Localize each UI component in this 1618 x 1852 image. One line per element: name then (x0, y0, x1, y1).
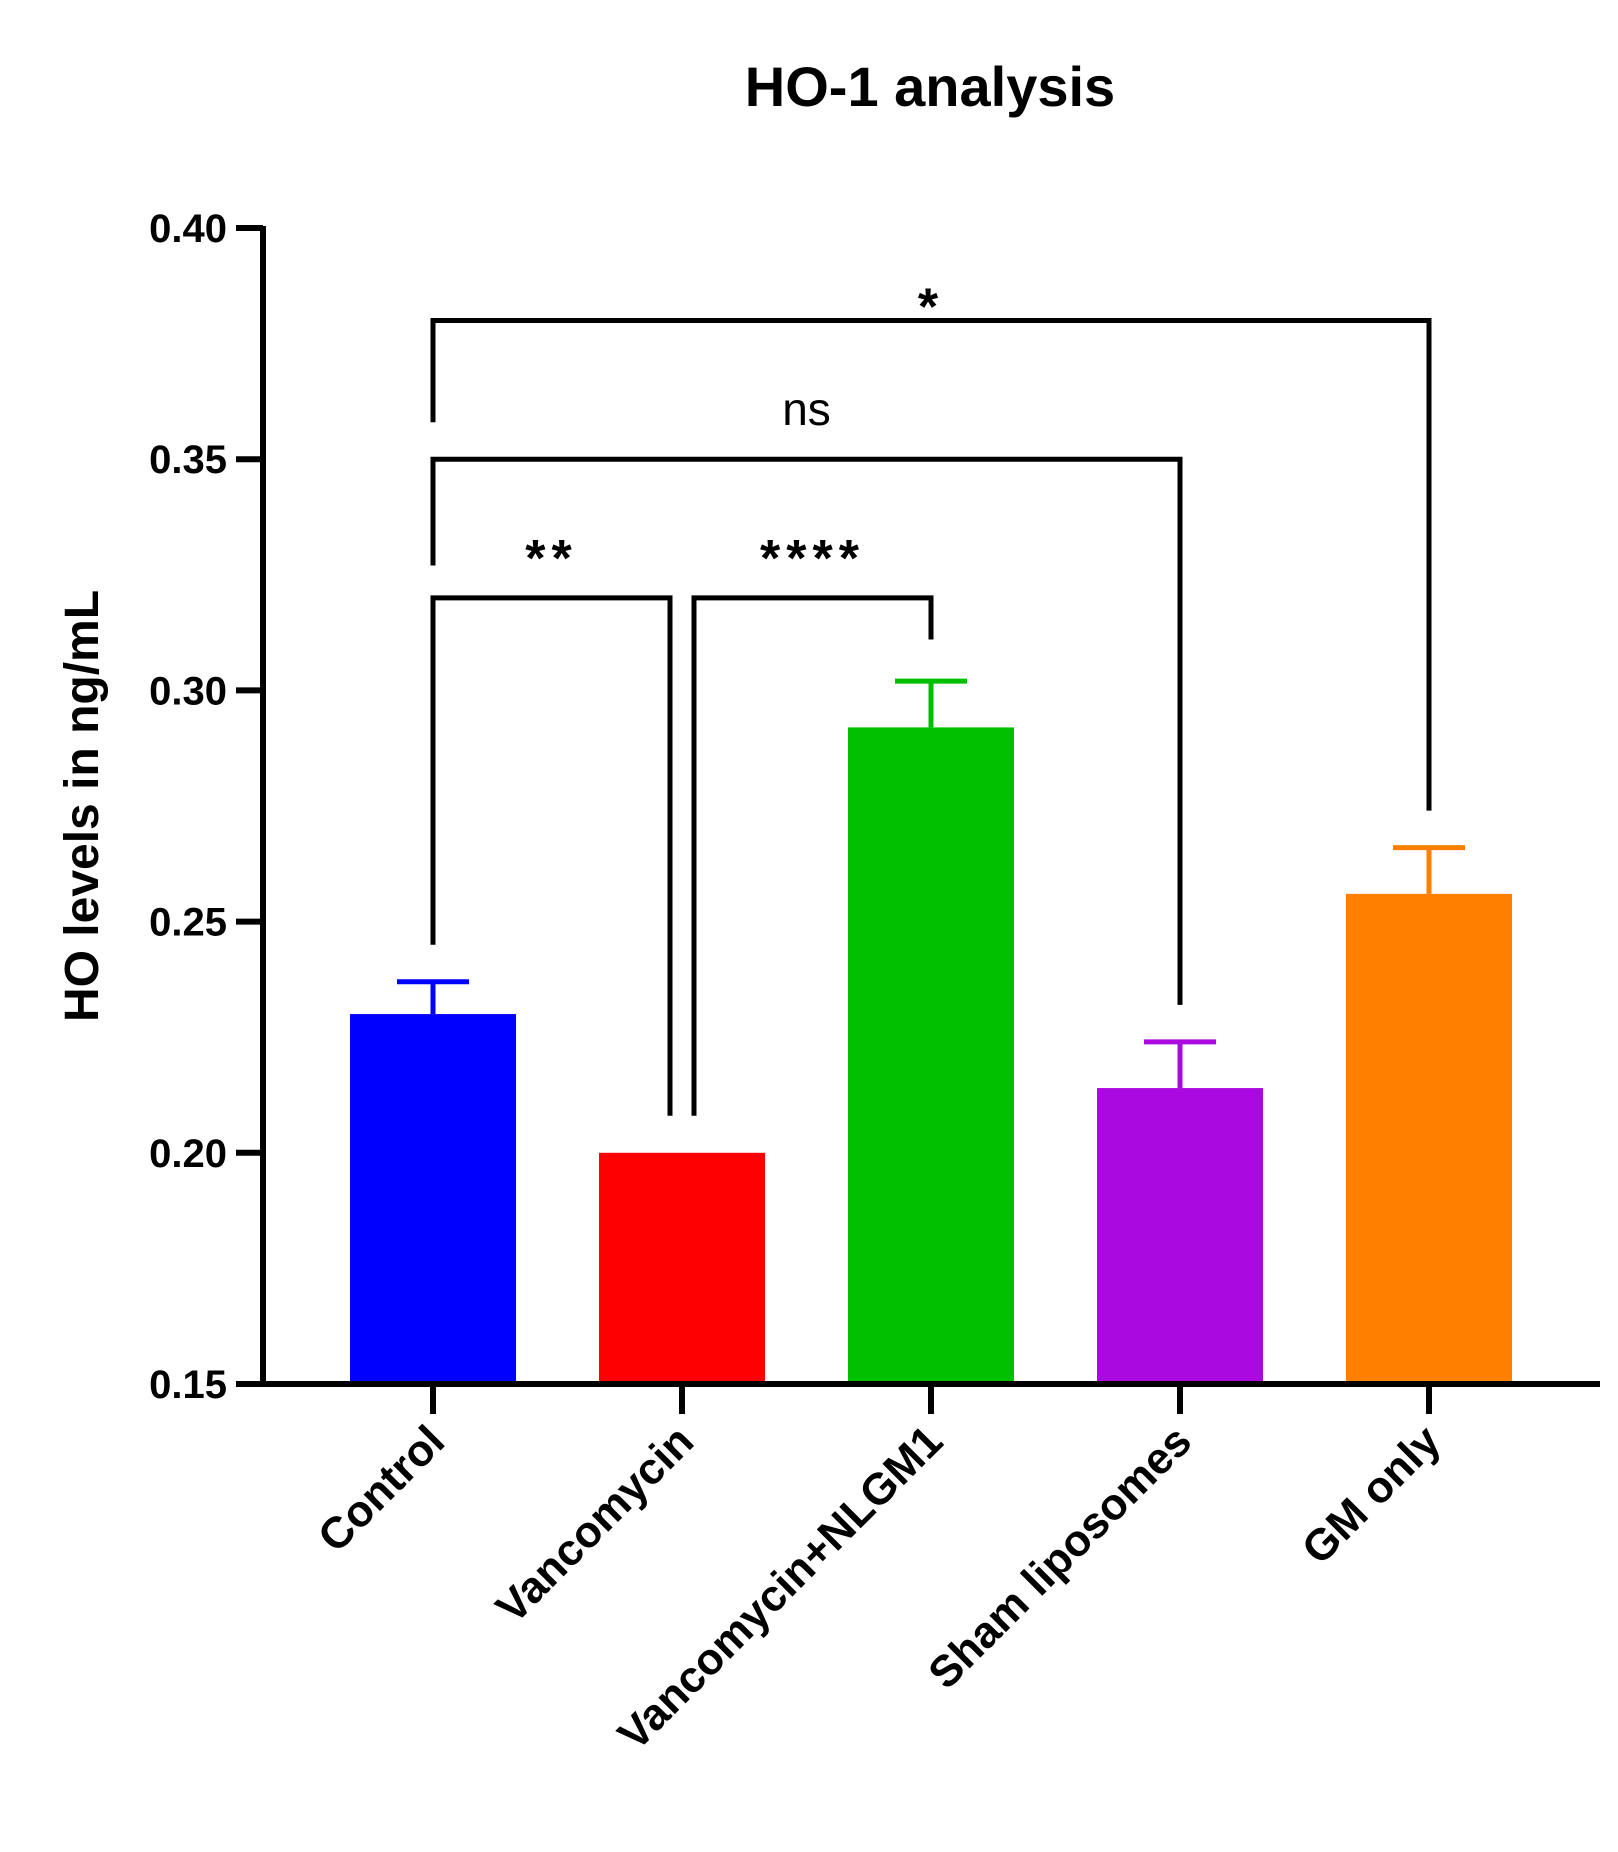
x-tick-label: Control (309, 1416, 454, 1561)
bar-sham-liposomes (1097, 1088, 1263, 1384)
significance-label: * (918, 278, 944, 336)
y-tick-label: 0.25 (149, 901, 227, 945)
x-tick-label: GM only (1293, 1416, 1451, 1574)
bars-layer (350, 727, 1512, 1384)
significance-label: ** (525, 530, 577, 588)
bar-gm-only (1346, 893, 1512, 1384)
y-tick-label: 0.15 (149, 1363, 227, 1407)
x-tick-label: Vancomycin (487, 1416, 703, 1632)
y-tick-label: 0.35 (149, 438, 227, 482)
significance-bracket (430, 456, 1183, 1005)
bar-vancomycin-nlgm1 (848, 727, 1014, 1384)
x-tick-label: Sham liposomes (919, 1416, 1201, 1698)
y-ticks-layer: 0.15 0.20 0.25 0.30 0.35 0.40 (149, 207, 263, 1407)
y-axis-label: HO levels in ng/mL (56, 590, 109, 1022)
significance-label: **** (760, 530, 865, 588)
significance-layer: ** ****ns* (430, 278, 1432, 1116)
significance-bracket (430, 595, 673, 1116)
y-tick-label: 0.30 (149, 669, 227, 713)
chart-title: HO-1 analysis (745, 55, 1115, 118)
significance-label: ns (782, 383, 831, 435)
y-tick-label: 0.40 (149, 207, 227, 251)
significance-bracket (691, 595, 934, 1116)
significance-bracket (430, 317, 1432, 811)
bar-control (350, 1014, 516, 1384)
y-tick-label: 0.20 (149, 1132, 227, 1176)
bar-vancomycin (599, 1152, 765, 1384)
error-bars-layer (397, 678, 1465, 1089)
